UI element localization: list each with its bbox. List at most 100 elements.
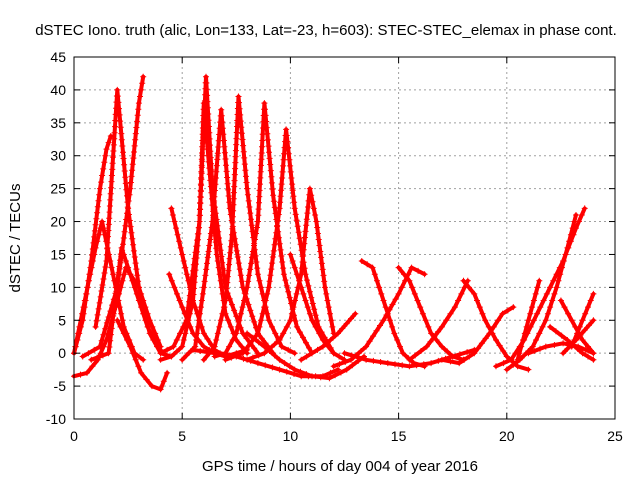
data-point-marker bbox=[92, 244, 99, 251]
data-point-marker bbox=[238, 343, 245, 350]
data-point-marker bbox=[402, 277, 409, 284]
data-point-marker bbox=[111, 306, 117, 313]
data-point-marker bbox=[324, 339, 331, 346]
data-point-marker bbox=[291, 199, 298, 206]
data-point-marker bbox=[471, 290, 478, 297]
data-series bbox=[114, 317, 171, 393]
data-point-marker bbox=[291, 366, 298, 373]
data-point-marker bbox=[112, 123, 118, 130]
data-point-marker bbox=[111, 300, 118, 307]
data-point-marker bbox=[337, 369, 344, 376]
data-point-marker bbox=[250, 248, 256, 255]
data-point-marker bbox=[198, 164, 205, 171]
data-point-marker bbox=[235, 93, 242, 100]
data-point-marker bbox=[348, 356, 354, 363]
data-point-marker bbox=[451, 304, 458, 311]
data-point-marker bbox=[130, 350, 136, 357]
data-point-marker bbox=[238, 130, 245, 137]
data-point-marker bbox=[99, 282, 106, 288]
data-point-marker bbox=[503, 353, 510, 360]
data-point-marker bbox=[116, 105, 122, 112]
data-point-marker bbox=[237, 310, 244, 317]
data-point-marker bbox=[376, 284, 383, 291]
data-point-marker bbox=[218, 351, 225, 358]
data-point-marker bbox=[288, 310, 295, 317]
data-point-marker bbox=[461, 356, 468, 363]
data-point-marker bbox=[197, 310, 203, 317]
data-point-marker bbox=[258, 156, 265, 163]
data-point-marker bbox=[574, 345, 581, 352]
data-point-marker bbox=[249, 254, 255, 261]
data-point-marker bbox=[369, 264, 376, 271]
series-trace bbox=[245, 331, 366, 381]
data-point-marker bbox=[120, 149, 126, 156]
data-point-marker bbox=[278, 253, 285, 259]
data-point-marker bbox=[210, 212, 216, 219]
data-point-marker bbox=[187, 286, 194, 293]
data-point-marker bbox=[202, 272, 209, 279]
data-point-marker bbox=[256, 277, 263, 284]
data-point-marker bbox=[286, 294, 293, 301]
data-point-marker bbox=[135, 100, 142, 107]
data-point-marker bbox=[177, 330, 183, 337]
data-point-marker bbox=[291, 350, 298, 357]
data-point-marker bbox=[510, 304, 517, 311]
data-point-marker bbox=[135, 278, 142, 285]
data-point-marker bbox=[142, 317, 149, 324]
data-point-marker bbox=[247, 266, 254, 273]
data-point-marker bbox=[296, 235, 303, 242]
data-point-marker bbox=[324, 297, 331, 304]
data-point-marker bbox=[229, 225, 236, 232]
data-point-marker bbox=[590, 356, 597, 363]
data-point-marker bbox=[234, 323, 241, 330]
data-point-marker bbox=[121, 168, 128, 174]
data-point-marker bbox=[171, 218, 178, 225]
data-point-marker bbox=[121, 271, 128, 278]
data-point-marker bbox=[210, 206, 217, 213]
data-point-marker bbox=[267, 161, 274, 168]
data-point-marker bbox=[115, 269, 122, 276]
data-point-marker bbox=[431, 333, 438, 340]
data-point-marker bbox=[223, 162, 229, 169]
data-point-marker bbox=[240, 148, 247, 155]
data-point-marker bbox=[245, 301, 252, 308]
data-point-marker bbox=[458, 290, 465, 297]
data-point-marker bbox=[124, 337, 130, 343]
data-point-marker bbox=[95, 231, 102, 238]
data-point-marker bbox=[222, 156, 229, 162]
data-point-marker bbox=[217, 317, 224, 324]
data-point-marker bbox=[493, 363, 499, 370]
data-point-marker bbox=[582, 310, 589, 317]
data-point-marker bbox=[225, 317, 232, 324]
data-point-marker bbox=[303, 339, 309, 346]
chart-title: dSTEC Iono. truth (alic, Lon=133, Lat=-2… bbox=[35, 22, 617, 39]
data-point-marker bbox=[415, 267, 422, 274]
data-point-marker bbox=[271, 341, 278, 348]
data-series bbox=[438, 304, 517, 367]
data-point-marker bbox=[386, 317, 393, 324]
data-point-marker bbox=[130, 155, 137, 162]
data-point-marker bbox=[577, 332, 584, 339]
data-point-marker bbox=[305, 197, 312, 204]
data-point-marker bbox=[204, 335, 211, 342]
y-tick-label: 25 bbox=[50, 181, 66, 197]
data-point-marker bbox=[120, 235, 127, 241]
data-point-marker bbox=[143, 376, 150, 383]
data-point-marker bbox=[223, 285, 230, 292]
data-point-marker bbox=[405, 271, 412, 278]
data-point-marker bbox=[552, 328, 559, 335]
data-point-marker bbox=[132, 130, 139, 137]
data-point-marker bbox=[258, 162, 264, 169]
data-point-marker bbox=[106, 215, 113, 222]
data-point-marker bbox=[226, 199, 233, 206]
data-point-marker bbox=[103, 319, 110, 326]
data-point-marker bbox=[233, 330, 240, 337]
data-point-marker bbox=[262, 106, 268, 113]
data-point-marker bbox=[106, 203, 113, 209]
data-point-marker bbox=[166, 271, 173, 278]
data-point-marker bbox=[287, 317, 294, 324]
data-point-marker bbox=[564, 244, 571, 251]
data-point-marker bbox=[114, 275, 121, 282]
data-point-marker bbox=[131, 142, 138, 149]
